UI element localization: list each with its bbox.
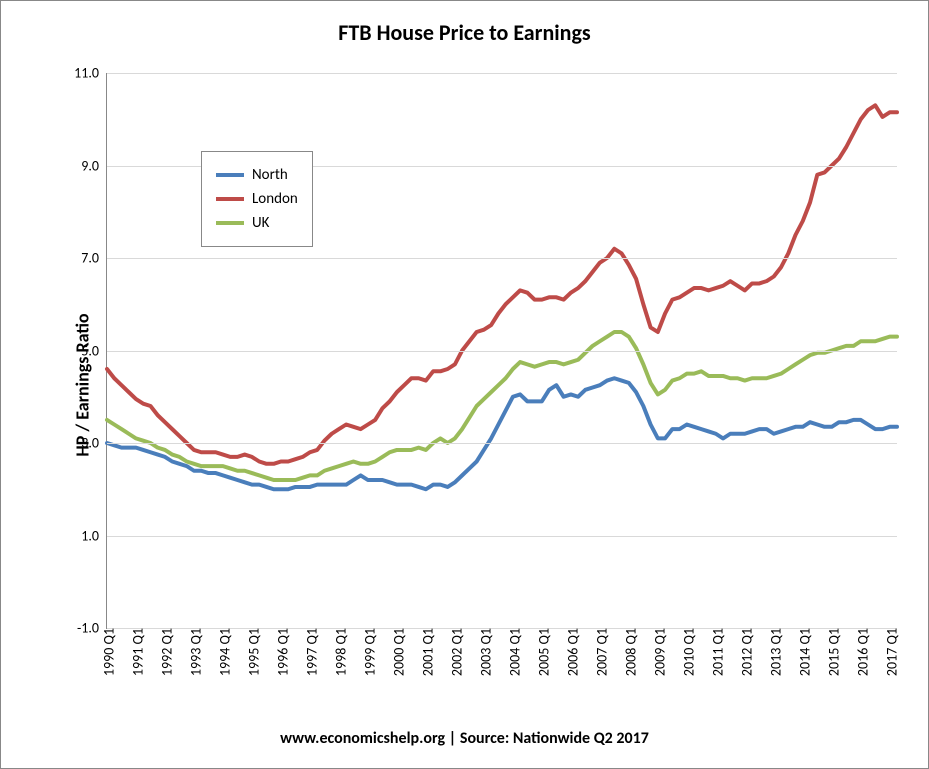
x-tick-label: 2014 Q1 bbox=[792, 628, 813, 676]
y-tick-label: 7.0 bbox=[81, 250, 107, 267]
x-tick-label: 2016 Q1 bbox=[850, 628, 871, 676]
legend: North London UK bbox=[201, 151, 313, 247]
x-tick-label: 2010 Q1 bbox=[676, 628, 697, 676]
x-tick-label: 1993 Q1 bbox=[183, 628, 204, 676]
x-tick-label: 2000 Q1 bbox=[386, 628, 407, 676]
x-tick-label: 2004 Q1 bbox=[502, 628, 523, 676]
x-tick-label: 2008 Q1 bbox=[618, 628, 639, 676]
y-tick-label: 3.0 bbox=[81, 435, 107, 452]
x-tick-label: 1994 Q1 bbox=[212, 628, 233, 676]
gridline bbox=[107, 73, 897, 74]
legend-swatch bbox=[216, 173, 244, 177]
legend-item-north: North bbox=[216, 166, 298, 184]
x-tick-label: 2001 Q1 bbox=[415, 628, 436, 676]
x-tick-label: 2011 Q1 bbox=[705, 628, 726, 676]
x-tick-label: 1991 Q1 bbox=[125, 628, 146, 676]
legend-label: London bbox=[252, 190, 298, 208]
x-tick-label: 2013 Q1 bbox=[763, 628, 784, 676]
gridline bbox=[107, 351, 897, 352]
gridline bbox=[107, 258, 897, 259]
x-tick-label: 1999 Q1 bbox=[357, 628, 378, 676]
footer-caption: www.economicshelp.org | Source: Nationwi… bbox=[1, 729, 928, 748]
legend-swatch bbox=[216, 197, 244, 201]
y-tick-label: 11.0 bbox=[74, 65, 107, 82]
legend-label: UK bbox=[252, 214, 269, 232]
y-tick-label: 9.0 bbox=[81, 157, 107, 174]
x-tick-label: 2003 Q1 bbox=[473, 628, 494, 676]
x-tick-label: 2012 Q1 bbox=[734, 628, 755, 676]
chart-frame: FTB House Price to Earnings HP / Earning… bbox=[0, 0, 929, 769]
series-line-north bbox=[107, 378, 897, 489]
x-tick-label: 1998 Q1 bbox=[328, 628, 349, 676]
gridline bbox=[107, 443, 897, 444]
series-line-uk bbox=[107, 332, 897, 480]
x-tick-label: 2015 Q1 bbox=[821, 628, 842, 676]
y-tick-label: 5.0 bbox=[81, 342, 107, 359]
x-tick-label: 1997 Q1 bbox=[299, 628, 320, 676]
x-tick-label: 2005 Q1 bbox=[531, 628, 552, 676]
x-tick-label: 1996 Q1 bbox=[270, 628, 291, 676]
chart-title: FTB House Price to Earnings bbox=[1, 19, 928, 46]
legend-swatch bbox=[216, 221, 244, 225]
gridline bbox=[107, 536, 897, 537]
y-tick-label: 1.0 bbox=[81, 527, 107, 544]
x-tick-label: 2007 Q1 bbox=[589, 628, 610, 676]
x-tick-label: 2002 Q1 bbox=[444, 628, 465, 676]
x-tick-label: 2017 Q1 bbox=[879, 628, 900, 676]
x-tick-label: 2006 Q1 bbox=[560, 628, 581, 676]
x-tick-label: 2009 Q1 bbox=[647, 628, 668, 676]
x-tick-label: 1992 Q1 bbox=[154, 628, 175, 676]
legend-item-uk: UK bbox=[216, 214, 298, 232]
x-tick-label: 1990 Q1 bbox=[97, 628, 118, 676]
x-tick-label: 1995 Q1 bbox=[241, 628, 262, 676]
legend-label: North bbox=[252, 166, 288, 184]
legend-item-london: London bbox=[216, 190, 298, 208]
